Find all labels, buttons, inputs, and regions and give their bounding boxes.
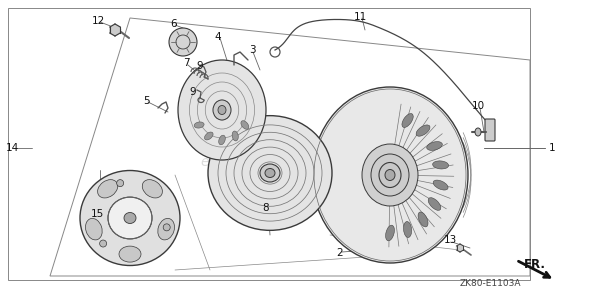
Text: 8: 8	[263, 203, 269, 213]
Ellipse shape	[402, 114, 413, 127]
Ellipse shape	[208, 116, 332, 230]
Ellipse shape	[213, 100, 231, 120]
Ellipse shape	[158, 218, 175, 240]
Ellipse shape	[124, 212, 136, 224]
Text: 10: 10	[471, 101, 484, 111]
Ellipse shape	[142, 180, 162, 198]
Text: eReplacementParts.com: eReplacementParts.com	[200, 155, 370, 169]
Text: 9: 9	[196, 61, 204, 71]
Ellipse shape	[385, 170, 395, 181]
Ellipse shape	[205, 132, 213, 140]
Ellipse shape	[80, 171, 180, 266]
Bar	[8, 8, 530, 280]
Ellipse shape	[416, 125, 430, 136]
FancyBboxPatch shape	[485, 119, 495, 141]
Text: 6: 6	[171, 19, 178, 29]
Text: 11: 11	[353, 12, 366, 22]
Ellipse shape	[418, 212, 428, 227]
Text: 1: 1	[549, 143, 555, 153]
Text: FR.: FR.	[524, 258, 546, 271]
Ellipse shape	[386, 225, 394, 241]
Ellipse shape	[97, 180, 118, 198]
Ellipse shape	[194, 122, 204, 128]
Text: 4: 4	[215, 32, 221, 42]
Text: 3: 3	[249, 45, 255, 55]
Ellipse shape	[178, 60, 266, 160]
Text: 2: 2	[337, 248, 343, 258]
Ellipse shape	[432, 161, 448, 169]
Ellipse shape	[379, 163, 401, 188]
Text: 7: 7	[183, 58, 189, 68]
Text: 14: 14	[5, 143, 19, 153]
Text: 9: 9	[190, 87, 196, 97]
Ellipse shape	[427, 142, 442, 150]
Ellipse shape	[219, 135, 225, 145]
Text: 15: 15	[90, 209, 104, 219]
Ellipse shape	[371, 154, 409, 196]
Circle shape	[163, 224, 170, 231]
Ellipse shape	[312, 87, 468, 263]
Ellipse shape	[362, 144, 418, 206]
Ellipse shape	[218, 106, 226, 114]
Text: ZK80-E1103A: ZK80-E1103A	[459, 279, 521, 288]
Polygon shape	[110, 24, 120, 36]
Text: 13: 13	[443, 235, 457, 245]
Ellipse shape	[119, 246, 141, 262]
Ellipse shape	[260, 164, 280, 182]
Ellipse shape	[433, 180, 448, 190]
Ellipse shape	[475, 128, 481, 136]
Circle shape	[100, 240, 107, 247]
Text: 12: 12	[91, 16, 104, 26]
Polygon shape	[457, 244, 464, 252]
Ellipse shape	[265, 168, 275, 178]
Ellipse shape	[86, 218, 102, 240]
Circle shape	[169, 28, 197, 56]
Circle shape	[117, 180, 124, 187]
Ellipse shape	[404, 222, 412, 237]
Text: 5: 5	[143, 96, 149, 106]
Ellipse shape	[241, 121, 249, 129]
Ellipse shape	[232, 131, 238, 141]
Ellipse shape	[428, 198, 441, 210]
Ellipse shape	[108, 197, 152, 239]
